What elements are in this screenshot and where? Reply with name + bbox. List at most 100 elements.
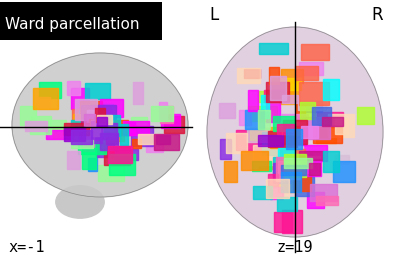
FancyBboxPatch shape [25, 121, 46, 131]
FancyBboxPatch shape [101, 115, 120, 136]
FancyBboxPatch shape [284, 158, 312, 168]
FancyBboxPatch shape [36, 97, 50, 107]
FancyBboxPatch shape [95, 123, 117, 139]
FancyBboxPatch shape [100, 133, 118, 150]
FancyBboxPatch shape [309, 164, 320, 175]
FancyBboxPatch shape [123, 121, 149, 136]
FancyBboxPatch shape [53, 126, 74, 138]
FancyBboxPatch shape [282, 95, 298, 103]
FancyBboxPatch shape [300, 44, 329, 60]
FancyBboxPatch shape [333, 161, 356, 182]
FancyBboxPatch shape [239, 110, 250, 125]
FancyBboxPatch shape [274, 212, 292, 232]
FancyBboxPatch shape [296, 101, 305, 121]
FancyBboxPatch shape [132, 139, 140, 148]
FancyBboxPatch shape [316, 129, 336, 143]
FancyBboxPatch shape [301, 154, 312, 167]
FancyBboxPatch shape [224, 161, 237, 181]
Ellipse shape [56, 186, 104, 218]
FancyBboxPatch shape [270, 187, 283, 199]
FancyBboxPatch shape [246, 128, 276, 142]
FancyBboxPatch shape [160, 114, 180, 128]
FancyBboxPatch shape [244, 69, 260, 78]
FancyBboxPatch shape [295, 66, 318, 80]
FancyBboxPatch shape [98, 115, 112, 124]
FancyBboxPatch shape [253, 146, 281, 165]
FancyBboxPatch shape [108, 146, 132, 163]
FancyBboxPatch shape [30, 116, 51, 134]
FancyBboxPatch shape [259, 161, 285, 169]
FancyBboxPatch shape [273, 157, 282, 177]
FancyBboxPatch shape [301, 145, 327, 161]
FancyBboxPatch shape [71, 139, 93, 148]
FancyBboxPatch shape [280, 149, 305, 167]
FancyBboxPatch shape [114, 120, 128, 135]
FancyBboxPatch shape [324, 151, 339, 172]
FancyBboxPatch shape [298, 62, 323, 74]
FancyBboxPatch shape [85, 83, 110, 99]
FancyBboxPatch shape [268, 174, 278, 186]
FancyBboxPatch shape [259, 43, 288, 54]
FancyBboxPatch shape [80, 115, 102, 133]
FancyBboxPatch shape [298, 100, 326, 110]
FancyBboxPatch shape [273, 163, 290, 183]
FancyBboxPatch shape [115, 150, 138, 160]
FancyBboxPatch shape [322, 117, 343, 126]
FancyBboxPatch shape [280, 172, 301, 192]
FancyBboxPatch shape [258, 110, 270, 129]
FancyBboxPatch shape [91, 120, 100, 136]
FancyBboxPatch shape [245, 110, 264, 129]
FancyBboxPatch shape [253, 186, 272, 199]
FancyBboxPatch shape [248, 90, 258, 111]
FancyBboxPatch shape [133, 82, 143, 104]
FancyBboxPatch shape [335, 118, 348, 134]
FancyBboxPatch shape [280, 129, 306, 145]
FancyBboxPatch shape [274, 127, 284, 142]
FancyBboxPatch shape [81, 105, 104, 125]
FancyBboxPatch shape [131, 117, 147, 125]
FancyBboxPatch shape [278, 197, 297, 211]
FancyBboxPatch shape [33, 88, 58, 109]
FancyBboxPatch shape [80, 101, 102, 118]
FancyBboxPatch shape [97, 118, 107, 126]
FancyBboxPatch shape [108, 123, 124, 141]
FancyBboxPatch shape [281, 157, 298, 166]
FancyBboxPatch shape [270, 127, 290, 148]
FancyBboxPatch shape [98, 105, 116, 119]
FancyBboxPatch shape [283, 130, 303, 153]
FancyBboxPatch shape [316, 196, 338, 204]
FancyBboxPatch shape [71, 130, 92, 144]
FancyBboxPatch shape [262, 132, 288, 155]
FancyBboxPatch shape [79, 129, 102, 140]
FancyBboxPatch shape [299, 101, 322, 112]
FancyBboxPatch shape [252, 161, 271, 171]
FancyBboxPatch shape [273, 116, 295, 131]
FancyBboxPatch shape [81, 105, 92, 120]
FancyBboxPatch shape [0, 2, 162, 40]
FancyBboxPatch shape [106, 135, 118, 144]
FancyBboxPatch shape [71, 88, 90, 109]
FancyBboxPatch shape [164, 116, 184, 133]
FancyBboxPatch shape [126, 122, 135, 135]
FancyBboxPatch shape [87, 121, 107, 132]
FancyBboxPatch shape [78, 110, 87, 121]
FancyBboxPatch shape [266, 82, 289, 102]
FancyBboxPatch shape [159, 102, 167, 119]
FancyBboxPatch shape [78, 132, 106, 154]
FancyBboxPatch shape [299, 158, 325, 166]
FancyBboxPatch shape [86, 116, 113, 136]
FancyBboxPatch shape [290, 125, 302, 143]
FancyBboxPatch shape [84, 117, 102, 130]
FancyBboxPatch shape [328, 115, 354, 137]
FancyBboxPatch shape [283, 120, 307, 144]
FancyBboxPatch shape [266, 101, 280, 122]
FancyBboxPatch shape [48, 120, 66, 131]
FancyBboxPatch shape [284, 154, 306, 177]
Text: R: R [371, 6, 383, 24]
FancyBboxPatch shape [98, 165, 124, 181]
FancyBboxPatch shape [72, 109, 97, 122]
FancyBboxPatch shape [120, 124, 128, 145]
Text: x=-1: x=-1 [8, 240, 44, 255]
FancyBboxPatch shape [64, 123, 88, 135]
FancyBboxPatch shape [269, 67, 280, 84]
